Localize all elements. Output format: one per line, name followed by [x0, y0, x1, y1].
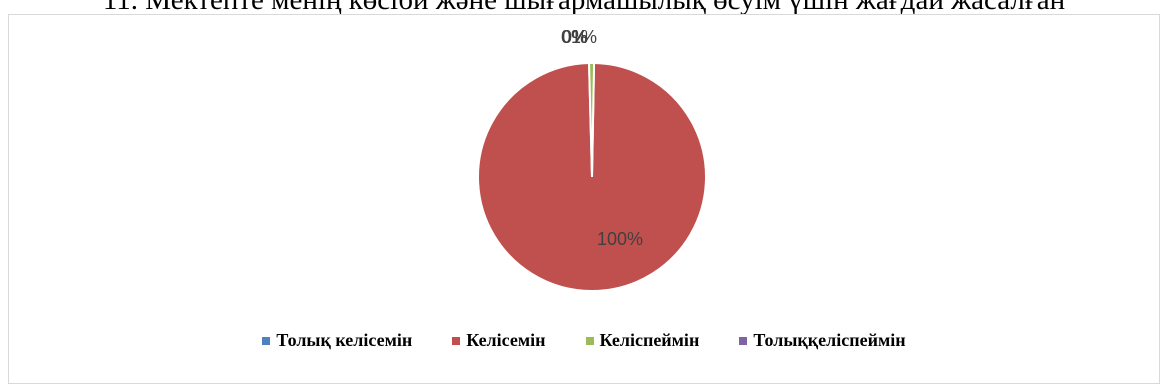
- legend: Толық келісемін Келісемін Келіспеймін То…: [0, 330, 1168, 351]
- data-label-kelispeimin: 1%: [571, 27, 597, 47]
- legend-label: Келіспеймін: [599, 330, 700, 350]
- legend-swatch: [452, 336, 461, 345]
- legend-item-tolyk-kelisemin: Толық келісемін: [262, 330, 412, 351]
- legend-label: Толыққеліспеймін: [753, 330, 906, 350]
- legend-item-kelispeimin: Келіспеймін: [585, 330, 700, 351]
- legend-swatch: [585, 336, 594, 345]
- chart-title: 11. Мектепте менің көсіби және шығармашы…: [102, 0, 1066, 16]
- data-label-tolykkelispeimin: 0%: [562, 27, 588, 47]
- pie-slice-kelispeimin: [588, 62, 596, 178]
- legend-swatch: [739, 336, 748, 345]
- data-label-tolyk-kelisemin: 0%: [561, 27, 587, 47]
- legend-label: Келісемін: [466, 330, 546, 350]
- legend-swatch: [262, 336, 271, 345]
- legend-item-tolykkelispeimin: Толыққеліспеймін: [739, 330, 906, 351]
- legend-label: Толық келісемін: [276, 330, 413, 350]
- data-label-kelisemin: 100%: [597, 229, 643, 249]
- legend-item-kelisemin: Келісемін: [452, 330, 546, 351]
